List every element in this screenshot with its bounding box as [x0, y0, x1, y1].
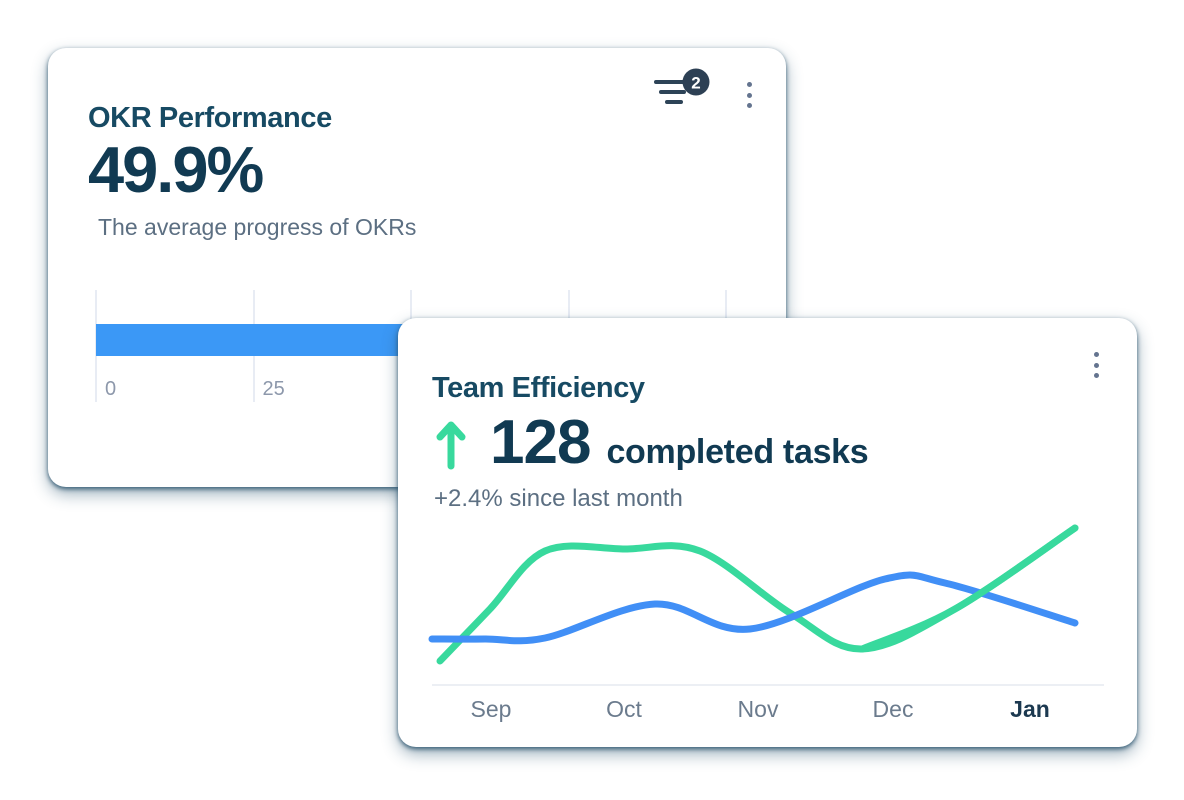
team-delta-text: +2.4% since last month — [434, 485, 683, 512]
kebab-menu-icon[interactable] — [740, 80, 758, 110]
okr-card-title: OKR Performance — [88, 102, 332, 135]
x-axis-label-nov: Nov — [737, 696, 779, 722]
line-series-blue — [428, 571, 1079, 645]
bar-tick-label: 25 — [262, 378, 285, 400]
bar-tick-label: 0 — [105, 378, 117, 400]
filter-lines-icon — [654, 80, 686, 104]
filter-badge-count: 2 — [691, 74, 700, 93]
x-axis-label-jan: Jan — [1010, 696, 1050, 722]
okr-progress-bar — [96, 324, 411, 356]
line-series-green-overlay — [858, 524, 1079, 653]
okr-stat-value: 49.9% — [88, 133, 264, 206]
x-axis-label-dec: Dec — [872, 696, 914, 722]
okr-stat-caption: The average progress of OKRs — [98, 214, 417, 240]
team-stat-value: 128 — [490, 408, 591, 477]
kebab-menu-icon[interactable] — [1087, 350, 1105, 380]
filter-count-badge: 2 — [682, 68, 710, 96]
team-line-chart — [428, 524, 1079, 665]
filter-button[interactable]: 2 — [648, 66, 716, 108]
x-axis-line — [432, 684, 1104, 686]
x-axis-label-sep: Sep — [470, 696, 512, 722]
team-card-title: Team Efficiency — [432, 372, 645, 405]
team-stat-row: 128 completed tasks — [490, 408, 869, 477]
team-stat-label: completed tasks — [606, 433, 869, 471]
x-axis-label-oct: Oct — [606, 696, 642, 722]
arrow-up-icon — [436, 421, 466, 470]
team-efficiency-card: Team Efficiency 128 completed tasks +2.4… — [398, 318, 1137, 747]
